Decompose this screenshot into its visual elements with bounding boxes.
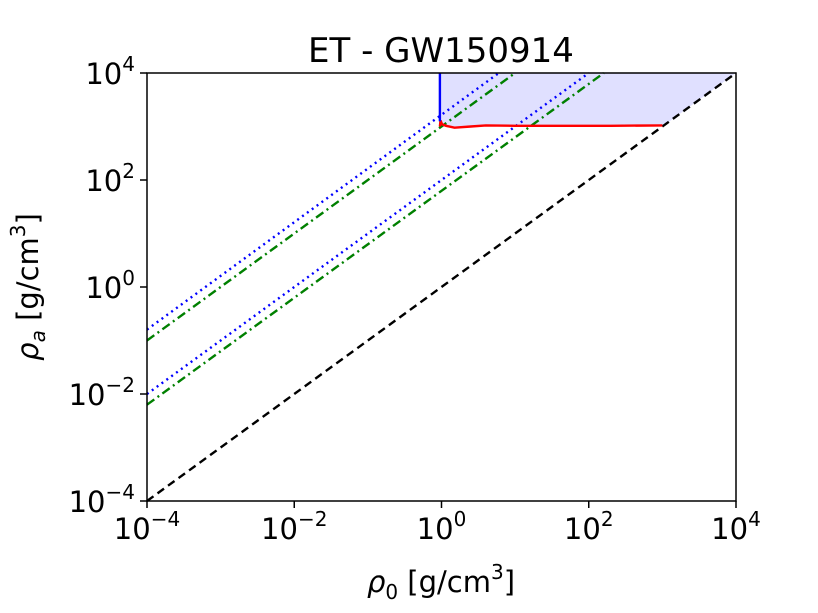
x-tick-label-4: 104 [711, 507, 761, 546]
x-ticks: 10−4 10−2 100 102 104 [114, 501, 761, 546]
series-line-4-dashdot [146, 72, 516, 342]
y-tick-label-3: 102 [85, 159, 135, 198]
x-tick-label-3: 102 [564, 507, 614, 546]
series-lines [146, 72, 737, 502]
series-line-3-dotted [146, 72, 590, 395]
chart-title: ET - GW150914 [308, 31, 574, 71]
allowed-region-fill [439, 73, 736, 128]
y-tick-label-4: 104 [85, 52, 135, 91]
fill-regions [439, 73, 736, 128]
x-tick-label-0: 10−4 [114, 507, 180, 546]
y-axis-label: ρa [g/cm3] [6, 213, 50, 361]
series-line-2-dotted [146, 72, 500, 331]
y-ticks: 10−4 10−2 100 102 104 [69, 52, 147, 519]
x-axis-label: ρ0 [g/cm3] [367, 560, 515, 604]
x-tick-label-1: 10−2 [261, 507, 327, 546]
series-line-6-solid [438, 119, 663, 129]
x-tick-label-2: 100 [417, 507, 467, 546]
y-tick-label-0: 10−4 [69, 480, 135, 519]
y-tick-label-1: 10−2 [69, 373, 135, 412]
series-line-5-dashdot [146, 72, 605, 406]
y-tick-label-2: 100 [85, 266, 135, 305]
series-line-1-dashed [146, 72, 737, 502]
